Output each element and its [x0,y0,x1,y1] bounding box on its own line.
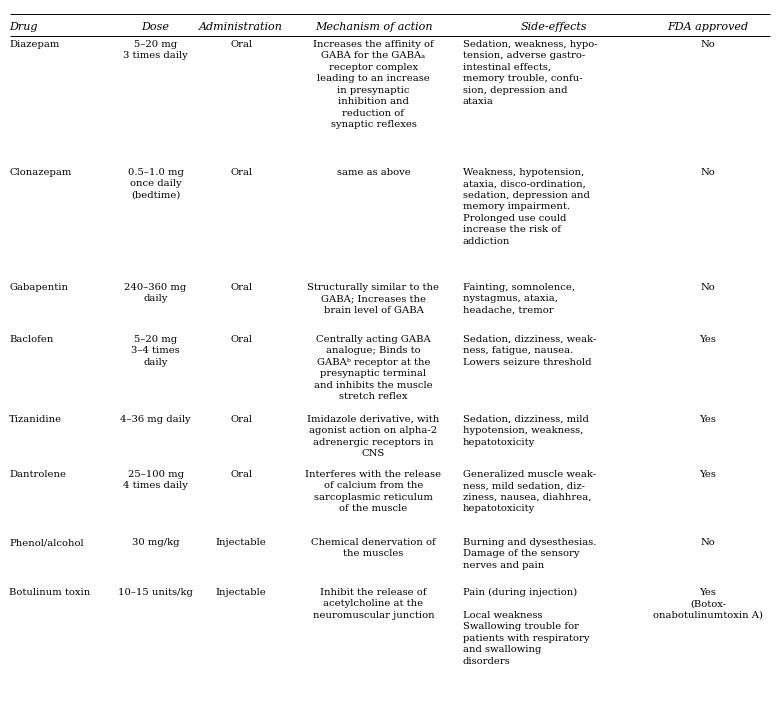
Text: same as above: same as above [337,168,410,177]
Text: No: No [700,168,715,177]
Text: 4–36 mg daily: 4–36 mg daily [121,415,191,424]
Text: Yes: Yes [699,335,717,344]
Text: 5–20 mg
3–4 times
daily: 5–20 mg 3–4 times daily [131,335,180,367]
Text: Chemical denervation of
the muscles: Chemical denervation of the muscles [311,538,436,558]
Text: 0.5–1.0 mg
once daily
(bedtime): 0.5–1.0 mg once daily (bedtime) [128,168,184,200]
Text: Weakness, hypotension,
ataxia, disco-ordination,
sedation, depression and
memory: Weakness, hypotension, ataxia, disco-ord… [463,168,590,246]
Text: Burning and dysesthesias.
Damage of the sensory
nerves and pain: Burning and dysesthesias. Damage of the … [463,538,596,570]
Text: Fainting, somnolence,
nystagmus, ataxia,
headache, tremor: Fainting, somnolence, nystagmus, ataxia,… [463,283,575,315]
Text: Dantrolene: Dantrolene [9,470,66,479]
Text: No: No [700,283,715,292]
Text: Yes
(Botox-
onabotulinumtoxin A): Yes (Botox- onabotulinumtoxin A) [653,588,763,620]
Text: No: No [700,538,715,547]
Text: Yes: Yes [699,470,717,479]
Text: Inhibit the release of
acetylcholine at the
neuromuscular junction: Inhibit the release of acetylcholine at … [313,588,434,620]
Text: 25–100 mg
4 times daily: 25–100 mg 4 times daily [123,470,188,491]
Text: Sedation, dizziness, mild
hypotension, weakness,
hepatotoxicity: Sedation, dizziness, mild hypotension, w… [463,415,589,447]
Text: Oral: Oral [230,283,252,292]
Text: Diazepam: Diazepam [9,40,60,49]
Text: Gabapentin: Gabapentin [9,283,68,292]
Text: Oral: Oral [230,415,252,424]
Text: Drug: Drug [9,22,38,32]
Text: Injectable: Injectable [216,538,267,547]
Text: 10–15 units/kg: 10–15 units/kg [118,588,193,597]
Text: Mechanism of action: Mechanism of action [314,22,433,32]
Text: Injectable: Injectable [216,588,267,597]
Text: Pain (during injection)

Local weakness
Swallowing trouble for
patients with res: Pain (during injection) Local weakness S… [463,588,590,666]
Text: Administration: Administration [199,22,283,32]
Text: Increases the affinity of
GABA for the GABAₐ
receptor complex
leading to an incr: Increases the affinity of GABA for the G… [313,40,434,129]
Text: Interferes with the release
of calcium from the
sarcoplasmic reticulum
of the mu: Interferes with the release of calcium f… [306,470,441,513]
Text: No: No [700,40,715,49]
Text: Oral: Oral [230,470,252,479]
Text: Yes: Yes [699,415,717,424]
Text: Botulinum toxin: Botulinum toxin [9,588,90,597]
Text: Oral: Oral [230,168,252,177]
Text: Structurally similar to the
GABA; Increases the
brain level of GABA: Structurally similar to the GABA; Increa… [307,283,440,315]
Text: FDA approved: FDA approved [668,22,748,32]
Text: Phenol/alcohol: Phenol/alcohol [9,538,84,547]
Text: Baclofen: Baclofen [9,335,54,344]
Text: Generalized muscle weak-
ness, mild sedation, diz-
ziness, nausea, diahhrea,
hep: Generalized muscle weak- ness, mild seda… [463,470,596,513]
Text: 30 mg/kg: 30 mg/kg [131,538,180,547]
Text: Oral: Oral [230,40,252,49]
Text: Sedation, weakness, hypo-
tension, adverse gastro-
intestinal effects,
memory tr: Sedation, weakness, hypo- tension, adver… [463,40,598,106]
Text: 240–360 mg
daily: 240–360 mg daily [124,283,187,303]
Text: Side-effects: Side-effects [521,22,587,32]
Text: Clonazepam: Clonazepam [9,168,72,177]
Text: Dose: Dose [142,22,170,32]
Text: Imidazole derivative, with
agonist action on alpha-2
adrenergic receptors in
CNS: Imidazole derivative, with agonist actio… [307,415,440,458]
Text: Centrally acting GABA
analogue; Binds to
GABAᵇ receptor at the
presynaptic termi: Centrally acting GABA analogue; Binds to… [314,335,433,401]
Text: Tizanidine: Tizanidine [9,415,62,424]
Text: Oral: Oral [230,335,252,344]
Text: 5–20 mg
3 times daily: 5–20 mg 3 times daily [123,40,188,61]
Text: Sedation, dizziness, weak-
ness, fatigue, nausea.
Lowers seizure threshold: Sedation, dizziness, weak- ness, fatigue… [463,335,596,367]
